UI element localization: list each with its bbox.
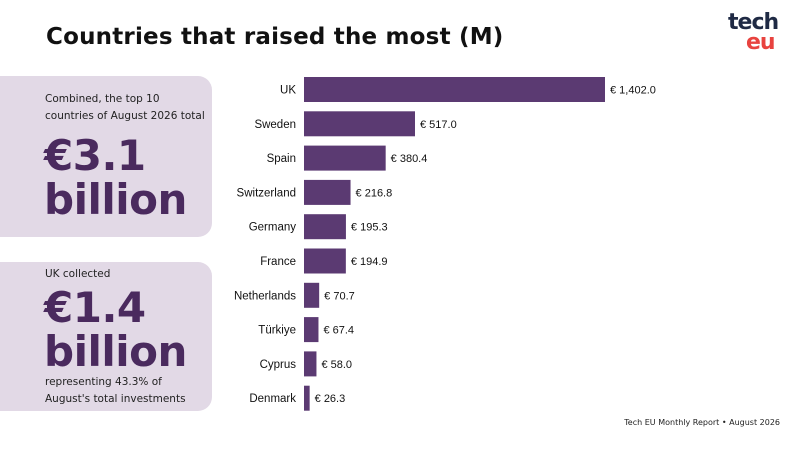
total-caption: Combined, the top 10 countries of August… xyxy=(45,93,205,122)
bar-switzerland xyxy=(304,179,351,205)
value-label: € 380.4 xyxy=(391,153,428,165)
logo-tech-text: tech xyxy=(728,10,779,35)
uk-value: €1.4 xyxy=(44,283,146,332)
bar-t-rkiye xyxy=(304,317,319,343)
tech-eu-logo: tech eu xyxy=(728,10,784,56)
category-label: Türkiye xyxy=(258,325,296,337)
category-label: Spain xyxy=(267,153,296,165)
bar-uk xyxy=(304,77,605,102)
category-label: Switzerland xyxy=(237,187,296,199)
category-label: UK xyxy=(280,85,296,97)
category-label: Netherlands xyxy=(234,290,296,302)
total-summary-card: Combined, the top 10 countries of August… xyxy=(0,76,212,237)
bar-sweden xyxy=(304,111,415,137)
bar-cyprus xyxy=(304,351,317,377)
value-label: € 26.3 xyxy=(315,393,346,405)
value-label: € 216.8 xyxy=(356,187,393,199)
value-label: € 194.9 xyxy=(351,256,388,268)
value-label: € 517.0 xyxy=(420,119,457,131)
category-label: Sweden xyxy=(254,119,296,131)
footer-source: Tech EU Monthly Report • August 2026 xyxy=(624,418,780,427)
uk-caption-bottom: representing 43.3% of August's total inv… xyxy=(45,376,186,405)
value-label: € 1,402.0 xyxy=(610,85,656,97)
total-unit: billion xyxy=(44,175,187,224)
bar-spain xyxy=(304,145,386,171)
value-label: € 67.4 xyxy=(323,325,354,337)
logo-eu-text: eu xyxy=(746,30,776,55)
category-label: Cyprus xyxy=(260,359,297,371)
total-value: €3.1 xyxy=(44,131,146,180)
page-title: Countries that raised the most (M) xyxy=(46,24,504,50)
uk-unit: billion xyxy=(44,327,187,376)
bar-netherlands xyxy=(304,282,320,308)
bar-germany xyxy=(304,214,346,240)
uk-summary-card: UK collected €1.4 billion representing 4… xyxy=(0,262,212,411)
value-label: € 58.0 xyxy=(321,359,352,371)
category-label: France xyxy=(260,256,296,268)
uk-caption-top: UK collected xyxy=(45,268,111,280)
category-label: Denmark xyxy=(249,393,296,405)
bar-denmark xyxy=(304,385,310,411)
value-label: € 195.3 xyxy=(351,222,388,234)
bar-france xyxy=(304,248,346,274)
category-label: Germany xyxy=(249,222,297,234)
value-label: € 70.7 xyxy=(324,290,355,302)
